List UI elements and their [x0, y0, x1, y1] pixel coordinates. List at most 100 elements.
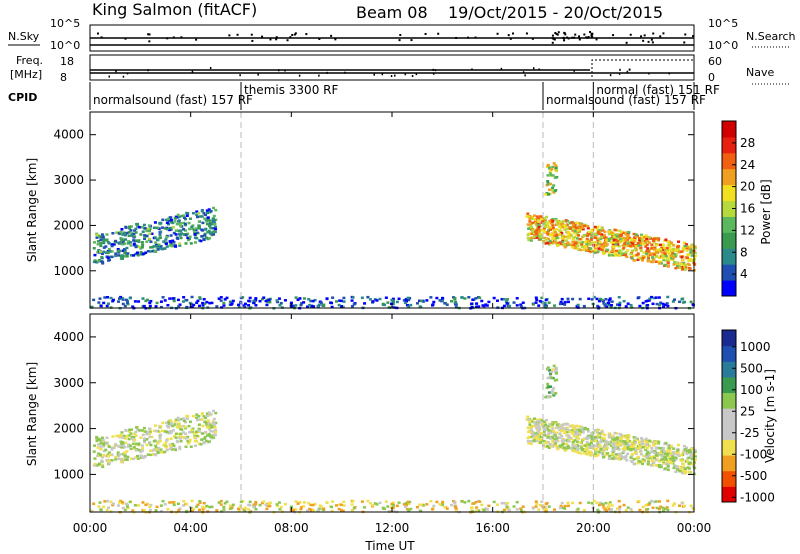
power-point: [96, 260, 100, 263]
velocity-point: [556, 447, 560, 451]
velocity-point: [190, 499, 194, 503]
velocity-point: [190, 428, 194, 432]
power-point: [566, 219, 570, 223]
velocity-point: [159, 509, 163, 513]
power-point: [114, 239, 118, 243]
power-point: [621, 236, 625, 240]
velocity-point: [529, 426, 533, 429]
velocity-point: [209, 429, 213, 433]
velocity-point: [165, 439, 169, 442]
power-point: [223, 298, 227, 301]
velocity-point: [569, 446, 573, 450]
velocity-point: [641, 460, 645, 463]
power-point: [123, 249, 127, 252]
power-point: [538, 299, 542, 303]
power-point: [644, 252, 648, 255]
power-point: [611, 243, 615, 247]
velocity-point: [308, 507, 312, 511]
velocity-colorbar-tick-label: 500: [740, 361, 763, 375]
velocity-point: [598, 444, 602, 447]
freq-point: [209, 67, 212, 70]
power-point: [639, 257, 643, 260]
velocity-point: [581, 431, 585, 434]
power-point: [662, 258, 666, 262]
power-point: [653, 246, 657, 250]
velocity-point: [103, 500, 107, 503]
velocity-point: [669, 451, 673, 455]
velocity-point: [207, 432, 211, 436]
velocity-point: [157, 440, 161, 443]
power-point: [542, 219, 546, 223]
power-point: [689, 249, 693, 253]
power-point: [554, 189, 558, 192]
velocity-point: [198, 501, 202, 504]
velocity-point: [540, 500, 544, 503]
power-point: [198, 215, 202, 218]
x-axis-title: Time UT: [364, 539, 415, 553]
power-point: [654, 296, 658, 299]
power-point: [350, 299, 354, 302]
power-point: [588, 247, 592, 250]
velocity-point: [659, 464, 663, 467]
velocity-point: [527, 430, 531, 434]
power-point: [268, 300, 272, 304]
power-point: [425, 299, 429, 302]
power-point: [560, 243, 564, 246]
power-point: [148, 227, 152, 230]
velocity-point: [631, 447, 635, 451]
velocity-point: [561, 506, 565, 509]
power-point: [200, 234, 204, 238]
power-point: [204, 227, 208, 231]
velocity-point: [595, 429, 599, 432]
power-point: [543, 301, 547, 305]
power-point: [647, 257, 651, 260]
velocity-point: [247, 508, 251, 511]
power-point: [689, 251, 693, 254]
power-point: [366, 295, 370, 299]
velocity-point: [681, 462, 685, 466]
velocity-point: [214, 421, 218, 425]
velocity-point: [106, 506, 110, 509]
velocity-point: [360, 500, 364, 503]
power-point: [615, 233, 619, 236]
velocity-point: [201, 508, 205, 511]
velocity-point: [165, 448, 169, 452]
power-point: [111, 232, 115, 235]
velocity-point: [130, 437, 134, 441]
nave-tick-top: 60: [708, 55, 722, 68]
power-colorbar-swatch: [722, 280, 736, 297]
power-point: [126, 252, 130, 255]
power-point: [623, 242, 627, 246]
velocity-point: [607, 457, 611, 461]
velocity-point: [170, 448, 174, 451]
power-point: [607, 299, 611, 302]
power-point: [197, 226, 201, 229]
power-point: [607, 301, 611, 305]
power-point: [634, 245, 638, 248]
power-point: [129, 225, 133, 228]
velocity-point: [384, 500, 388, 503]
velocity-point: [117, 501, 121, 504]
power-point: [205, 209, 209, 212]
nsky-point: [574, 33, 577, 36]
power-point: [121, 237, 125, 241]
power-point: [184, 229, 188, 232]
velocity-point: [555, 437, 559, 440]
power-point: [279, 302, 283, 305]
velocity-point: [604, 447, 608, 451]
velocity-point: [546, 382, 550, 386]
velocity-point: [474, 500, 478, 504]
velocity-colorbar-tick-label: -1000: [740, 490, 775, 504]
power-point: [542, 228, 546, 232]
velocity-point: [644, 445, 648, 448]
power-point: [209, 222, 213, 226]
velocity-point: [681, 453, 685, 456]
power-point: [330, 305, 334, 309]
velocity-point: [687, 470, 691, 474]
velocity-point: [176, 502, 180, 506]
velocity-point: [684, 446, 688, 449]
velocity-point: [337, 507, 341, 511]
power-point: [555, 233, 559, 237]
power-colorbar-tick-label: 24: [740, 158, 755, 172]
